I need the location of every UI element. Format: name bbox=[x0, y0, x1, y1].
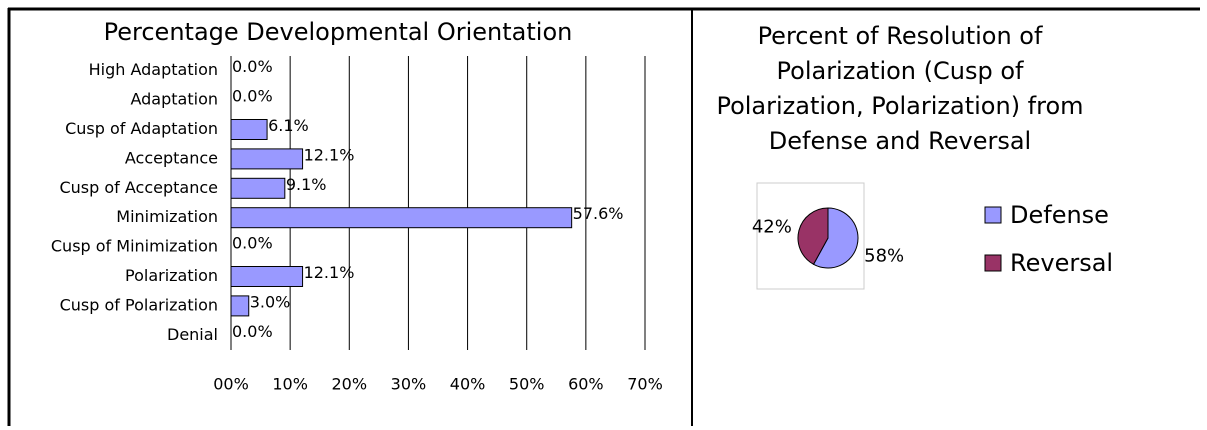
legend-swatch bbox=[984, 254, 1002, 272]
value-label: 9.1% bbox=[286, 175, 327, 194]
x-tick-label: 10% bbox=[272, 375, 308, 394]
value-label: 57.6% bbox=[573, 204, 624, 223]
value-label: 58% bbox=[864, 245, 904, 266]
legend-swatch bbox=[984, 206, 1002, 224]
bar bbox=[230, 207, 573, 229]
value-label: 0.0% bbox=[232, 57, 273, 76]
y-tick-label: Denial bbox=[167, 325, 218, 344]
pie-slice bbox=[812, 207, 859, 269]
x-tick-label: 60% bbox=[568, 375, 604, 394]
y-tick-label: Acceptance bbox=[125, 148, 218, 167]
bar bbox=[230, 119, 268, 140]
bar bbox=[230, 295, 250, 317]
chart-title: Defense and Reversal bbox=[769, 127, 1031, 155]
chart-title: Polarization (Cusp of bbox=[777, 57, 1025, 85]
chart-title: Percentage Developmental Orientation bbox=[104, 18, 573, 46]
chart-title: Polarization, Polarization) from bbox=[716, 92, 1083, 120]
value-label: 42% bbox=[752, 217, 792, 238]
legend-label: Reversal bbox=[1010, 249, 1113, 277]
y-tick-label: Cusp of Minimization bbox=[51, 237, 218, 256]
value-label: 12.1% bbox=[304, 145, 355, 164]
value-label: 0.0% bbox=[232, 87, 273, 106]
pie-slice bbox=[797, 207, 829, 265]
x-tick-label: 20% bbox=[332, 375, 368, 394]
x-tick-label: 30% bbox=[391, 375, 427, 394]
x-tick-label: 00% bbox=[213, 375, 249, 394]
x-tick-label: 50% bbox=[509, 375, 545, 394]
chart-title: Percent of Resolution of bbox=[758, 22, 1043, 50]
bar bbox=[230, 266, 304, 287]
y-tick-label: Cusp of Polarization bbox=[60, 295, 218, 314]
x-tick-label: 70% bbox=[627, 375, 663, 394]
value-label: 6.1% bbox=[268, 116, 309, 135]
bar bbox=[230, 177, 286, 199]
pie-frame bbox=[756, 182, 865, 290]
y-tick-label: Polarization bbox=[125, 266, 218, 285]
value-label: 0.0% bbox=[232, 322, 273, 341]
x-tick-label: 40% bbox=[450, 375, 486, 394]
y-tick-label: Minimization bbox=[116, 207, 218, 226]
y-tick-label: Cusp of Adaptation bbox=[65, 119, 218, 138]
y-tick-label: High Adaptation bbox=[89, 60, 218, 79]
legend-label: Defense bbox=[1010, 201, 1109, 229]
y-tick-label: Adaptation bbox=[130, 90, 218, 109]
bar bbox=[230, 148, 304, 170]
y-tick-label: Cusp of Acceptance bbox=[59, 178, 218, 197]
value-label: 3.0% bbox=[250, 292, 291, 311]
value-label: 12.1% bbox=[304, 263, 355, 282]
value-label: 0.0% bbox=[232, 234, 273, 253]
